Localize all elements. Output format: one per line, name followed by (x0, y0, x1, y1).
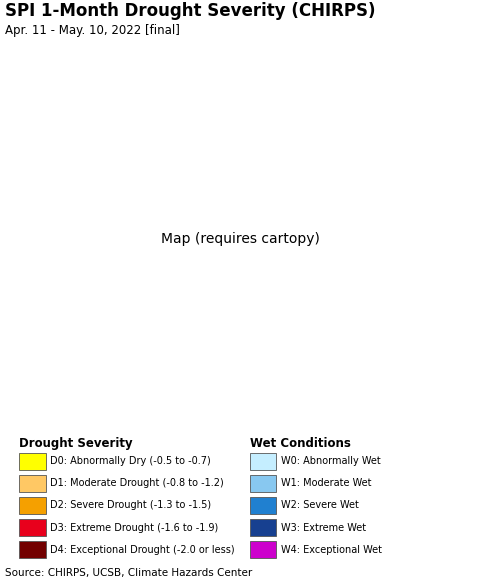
Bar (19, 541, 46, 558)
Text: Drought Severity: Drought Severity (19, 437, 133, 451)
Bar (250, 541, 276, 558)
Bar (250, 519, 276, 536)
Bar (250, 496, 276, 515)
Text: D0: Abnormally Dry (-0.5 to -0.7): D0: Abnormally Dry (-0.5 to -0.7) (50, 456, 211, 466)
Bar (19, 475, 46, 492)
Text: W1: Moderate Wet: W1: Moderate Wet (281, 478, 372, 488)
Bar (250, 452, 276, 470)
Text: D2: Severe Drought (-1.3 to -1.5): D2: Severe Drought (-1.3 to -1.5) (50, 500, 212, 510)
Text: W2: Severe Wet: W2: Severe Wet (281, 500, 359, 510)
Text: SPI 1-Month Drought Severity (CHIRPS): SPI 1-Month Drought Severity (CHIRPS) (5, 2, 375, 20)
Text: Map (requires cartopy): Map (requires cartopy) (161, 232, 319, 246)
Text: D3: Extreme Drought (-1.6 to -1.9): D3: Extreme Drought (-1.6 to -1.9) (50, 523, 219, 533)
Bar (19, 496, 46, 515)
Text: Source: CHIRPS, UCSB, Climate Hazards Center: Source: CHIRPS, UCSB, Climate Hazards Ce… (5, 568, 252, 578)
Text: W0: Abnormally Wet: W0: Abnormally Wet (281, 456, 381, 466)
Text: Apr. 11 - May. 10, 2022 [final]: Apr. 11 - May. 10, 2022 [final] (5, 24, 180, 37)
Bar (19, 519, 46, 536)
Text: D4: Exceptional Drought (-2.0 or less): D4: Exceptional Drought (-2.0 or less) (50, 544, 235, 554)
Text: Wet Conditions: Wet Conditions (250, 437, 350, 451)
Text: W4: Exceptional Wet: W4: Exceptional Wet (281, 544, 382, 554)
Text: D1: Moderate Drought (-0.8 to -1.2): D1: Moderate Drought (-0.8 to -1.2) (50, 478, 224, 488)
Text: W3: Extreme Wet: W3: Extreme Wet (281, 523, 366, 533)
Bar (19, 452, 46, 470)
Bar (250, 475, 276, 492)
